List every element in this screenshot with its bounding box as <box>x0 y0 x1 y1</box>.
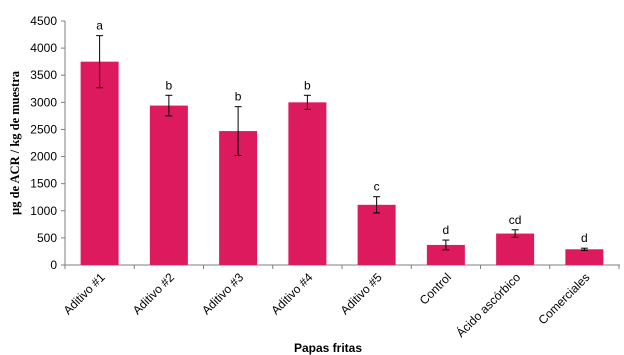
bar <box>426 244 465 265</box>
y-tick-label: 3000 <box>30 95 57 109</box>
significance-letter: d <box>443 223 450 237</box>
x-tick-label: Aditivo #2 <box>130 270 177 317</box>
x-tick-label: Aditivo #4 <box>268 270 315 317</box>
x-tick-label: Aditivo #3 <box>199 270 246 317</box>
significance-letter: b <box>235 90 242 104</box>
significance-letter: cd <box>509 213 522 227</box>
y-tick-label: 3500 <box>30 68 57 82</box>
bar <box>149 105 188 265</box>
x-tick-label: Control <box>417 270 454 307</box>
x-tick-label: Comerciales <box>535 270 592 327</box>
y-tick-label: 4000 <box>30 41 57 55</box>
bar <box>357 204 396 265</box>
y-tick-label: 0 <box>50 258 57 272</box>
significance-letter: b <box>304 78 311 92</box>
x-tick-label: Aditivo #1 <box>61 270 108 317</box>
x-tick-label: Aditivo #5 <box>338 270 385 317</box>
y-tick-label: 500 <box>37 231 57 245</box>
significance-letter: d <box>581 231 588 245</box>
significance-letter: b <box>166 78 173 92</box>
bar <box>565 249 604 265</box>
x-tick-label: Ácido ascórbico <box>453 269 524 340</box>
y-axis-title: µg de ACR / kg de muestra <box>8 70 22 215</box>
x-axis-title: Papas fritas <box>294 341 362 355</box>
bar <box>496 233 535 265</box>
bar <box>80 61 119 265</box>
y-tick-label: 1500 <box>30 177 57 191</box>
plot-area: 0 500 1000 1500 2000 2500 3000 3500 4000 4500 a Adi… <box>30 14 620 340</box>
significance-letter: c <box>374 180 380 194</box>
significance-letter: a <box>96 19 103 33</box>
bar <box>288 102 327 265</box>
y-tick-label: 2000 <box>30 150 57 164</box>
y-tick-label: 1000 <box>30 204 57 218</box>
y-tick-label: 2500 <box>30 122 57 136</box>
y-tick-label: 4500 <box>30 14 57 28</box>
